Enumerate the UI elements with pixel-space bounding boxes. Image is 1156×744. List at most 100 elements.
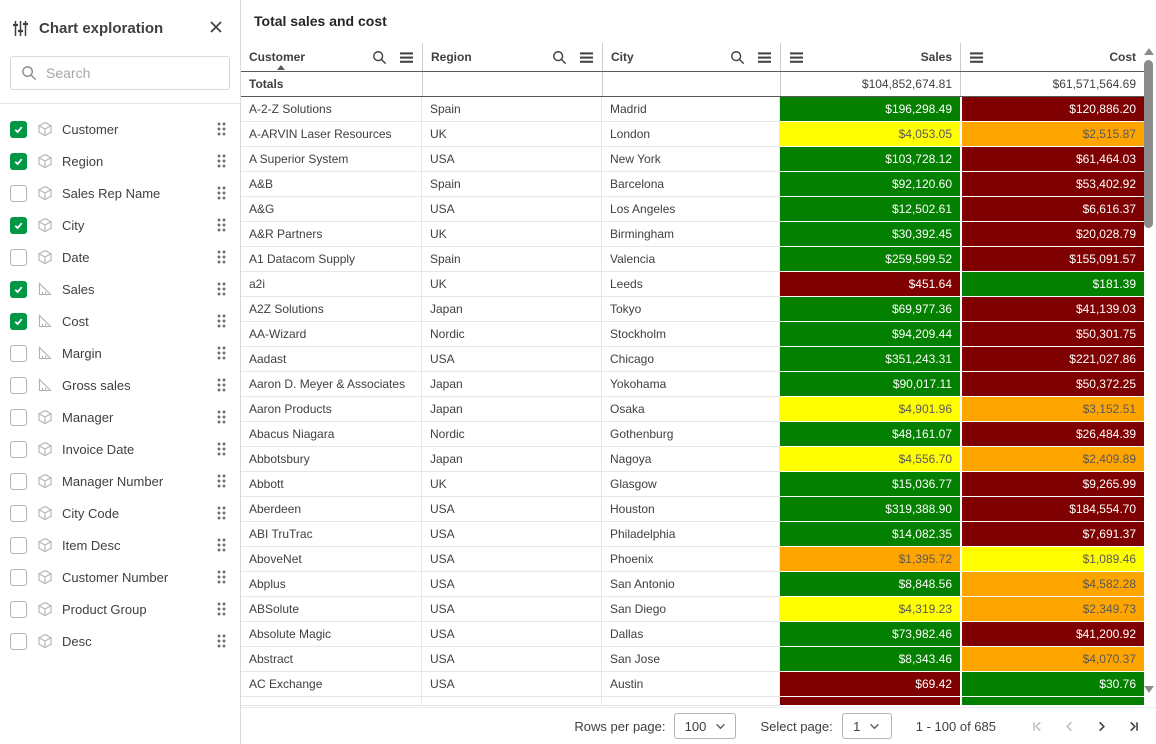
cell-city[interactable]: Madrid — [602, 97, 780, 122]
field-item-customer[interactable]: Customer — [0, 113, 240, 145]
field-item-cost[interactable]: Cost — [0, 305, 240, 337]
cell-region[interactable]: USA — [422, 347, 602, 372]
field-item-desc[interactable]: Desc — [0, 625, 240, 657]
cell-region[interactable]: UK — [422, 272, 602, 297]
menu-icon[interactable] — [579, 51, 594, 64]
cell-region[interactable]: Nordic — [422, 322, 602, 347]
cell-city[interactable]: Osaka — [602, 397, 780, 422]
cell-city[interactable]: Glasgow — [602, 472, 780, 497]
cell-city[interactable]: Birmingham — [602, 222, 780, 247]
checked-checkbox[interactable] — [10, 216, 27, 234]
unchecked-checkbox[interactable] — [10, 632, 27, 650]
previous-page-icon[interactable] — [1063, 720, 1076, 733]
cell-region[interactable]: UK — [422, 122, 602, 147]
cell-region[interactable]: USA — [422, 147, 602, 172]
unchecked-checkbox[interactable] — [10, 376, 27, 394]
drag-handle-icon[interactable] — [216, 633, 227, 649]
cell-city[interactable]: San Jose — [602, 647, 780, 672]
first-page-icon[interactable] — [1031, 720, 1044, 733]
drag-handle-icon[interactable] — [216, 121, 227, 137]
menu-icon[interactable] — [969, 51, 984, 64]
field-item-region[interactable]: Region — [0, 145, 240, 177]
drag-handle-icon[interactable] — [216, 601, 227, 617]
cell-customer[interactable]: A Superior System — [241, 147, 422, 172]
cell-customer[interactable]: A&G — [241, 197, 422, 222]
drag-handle-icon[interactable] — [216, 537, 227, 553]
drag-handle-icon[interactable] — [216, 377, 227, 393]
cell-customer[interactable]: A2Z Solutions — [241, 297, 422, 322]
cell-customer[interactable]: A1 Datacom Supply — [241, 247, 422, 272]
cell-city[interactable]: Yokohama — [602, 372, 780, 397]
drag-handle-icon[interactable] — [216, 345, 227, 361]
cell-region[interactable]: UK — [422, 472, 602, 497]
cell-region[interactable]: Japan — [422, 397, 602, 422]
unchecked-checkbox[interactable] — [10, 184, 27, 202]
cell-region[interactable]: Nordic — [422, 422, 602, 447]
cell-customer[interactable] — [241, 697, 422, 706]
field-item-item-desc[interactable]: Item Desc — [0, 529, 240, 561]
unchecked-checkbox[interactable] — [10, 408, 27, 426]
drag-handle-icon[interactable] — [216, 473, 227, 489]
last-page-icon[interactable] — [1127, 720, 1140, 733]
cell-customer[interactable]: a2i — [241, 272, 422, 297]
menu-icon[interactable] — [789, 51, 804, 64]
cell-city[interactable]: Valencia — [602, 247, 780, 272]
close-icon[interactable] — [206, 18, 226, 38]
cell-region[interactable]: Spain — [422, 172, 602, 197]
cell-customer[interactable]: Aaron D. Meyer & Associates — [241, 372, 422, 397]
field-item-city-code[interactable]: City Code — [0, 497, 240, 529]
cell-customer[interactable]: Abstract — [241, 647, 422, 672]
cell-city[interactable] — [602, 697, 780, 706]
cell-city[interactable]: Stockholm — [602, 322, 780, 347]
checked-checkbox[interactable] — [10, 120, 27, 138]
search-input[interactable]: Search — [10, 56, 230, 90]
cell-region[interactable]: USA — [422, 597, 602, 622]
drag-handle-icon[interactable] — [216, 153, 227, 169]
cell-region[interactable]: USA — [422, 497, 602, 522]
field-item-invoice-date[interactable]: Invoice Date — [0, 433, 240, 465]
cell-customer[interactable]: A-2-Z Solutions — [241, 97, 422, 122]
scrollbar-thumb[interactable] — [1144, 60, 1153, 228]
field-item-gross-sales[interactable]: Gross sales — [0, 369, 240, 401]
field-item-sales[interactable]: Sales — [0, 273, 240, 305]
scroll-down-icon[interactable] — [1144, 686, 1154, 693]
field-item-city[interactable]: City — [0, 209, 240, 241]
drag-handle-icon[interactable] — [216, 569, 227, 585]
field-item-customer-number[interactable]: Customer Number — [0, 561, 240, 593]
cell-city[interactable]: Philadelphia — [602, 522, 780, 547]
unchecked-checkbox[interactable] — [10, 472, 27, 490]
cell-customer[interactable]: A-ARVIN Laser Resources — [241, 122, 422, 147]
cell-customer[interactable]: A&B — [241, 172, 422, 197]
drag-handle-icon[interactable] — [216, 217, 227, 233]
column-header-city[interactable]: City — [602, 43, 780, 71]
checked-checkbox[interactable] — [10, 312, 27, 330]
field-item-product-group[interactable]: Product Group — [0, 593, 240, 625]
select-page-select[interactable]: 1 — [841, 713, 892, 739]
cell-region[interactable]: USA — [422, 647, 602, 672]
cell-region[interactable]: Japan — [422, 372, 602, 397]
cell-customer[interactable]: Abplus — [241, 572, 422, 597]
cell-customer[interactable]: AC Exchange — [241, 672, 422, 697]
column-header-customer[interactable]: Customer — [241, 43, 422, 71]
cell-region[interactable] — [422, 697, 602, 706]
cell-city[interactable]: San Antonio — [602, 572, 780, 597]
cell-city[interactable]: Los Angeles — [602, 197, 780, 222]
cell-city[interactable]: Phoenix — [602, 547, 780, 572]
rows-per-page-select[interactable]: 100 — [674, 713, 737, 739]
vertical-scrollbar[interactable] — [1143, 43, 1155, 707]
field-item-manager[interactable]: Manager — [0, 401, 240, 433]
cell-region[interactable]: Japan — [422, 447, 602, 472]
cell-city[interactable]: Tokyo — [602, 297, 780, 322]
cell-city[interactable]: Dallas — [602, 622, 780, 647]
cell-city[interactable]: Chicago — [602, 347, 780, 372]
unchecked-checkbox[interactable] — [10, 568, 27, 586]
cell-city[interactable]: Gothenburg — [602, 422, 780, 447]
cell-customer[interactable]: Abacus Niagara — [241, 422, 422, 447]
cell-region[interactable]: UK — [422, 222, 602, 247]
cell-region[interactable]: USA — [422, 197, 602, 222]
cell-city[interactable]: Houston — [602, 497, 780, 522]
drag-handle-icon[interactable] — [216, 185, 227, 201]
cell-region[interactable]: Spain — [422, 247, 602, 272]
cell-customer[interactable]: AboveNet — [241, 547, 422, 572]
cell-customer[interactable]: Aberdeen — [241, 497, 422, 522]
